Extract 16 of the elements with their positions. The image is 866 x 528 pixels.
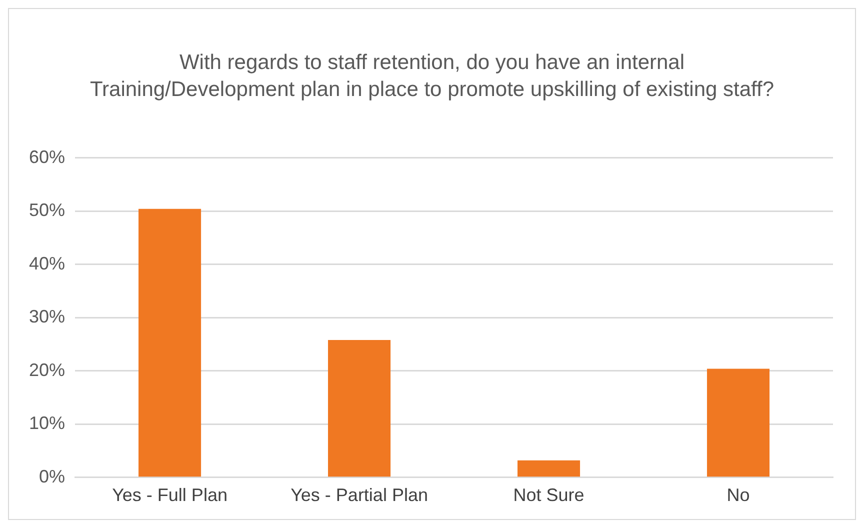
y-tick-label: 0% [39,466,66,486]
bar [517,460,580,477]
bar [706,368,770,477]
y-tick-label: 60% [28,146,66,167]
y-tick-label: 20% [28,360,66,380]
y-tick-label: 30% [28,306,66,327]
bar [138,208,202,477]
y-tick-label: 40% [28,253,66,274]
bar [328,340,391,477]
chart-title: With regards to staff retention, do you have an internal Training/Development plan in place to promote upskilling of existing staff? [88,50,776,103]
x-tick-label: Yes - Full Plan [112,485,228,506]
y-tick-label: 50% [28,200,66,220]
x-tick-label: Yes - Partial Plan [290,485,428,506]
x-tick-label: Not Sure [513,485,584,506]
x-tick-label: No [726,485,750,506]
y-tick-label: 10% [28,413,66,434]
